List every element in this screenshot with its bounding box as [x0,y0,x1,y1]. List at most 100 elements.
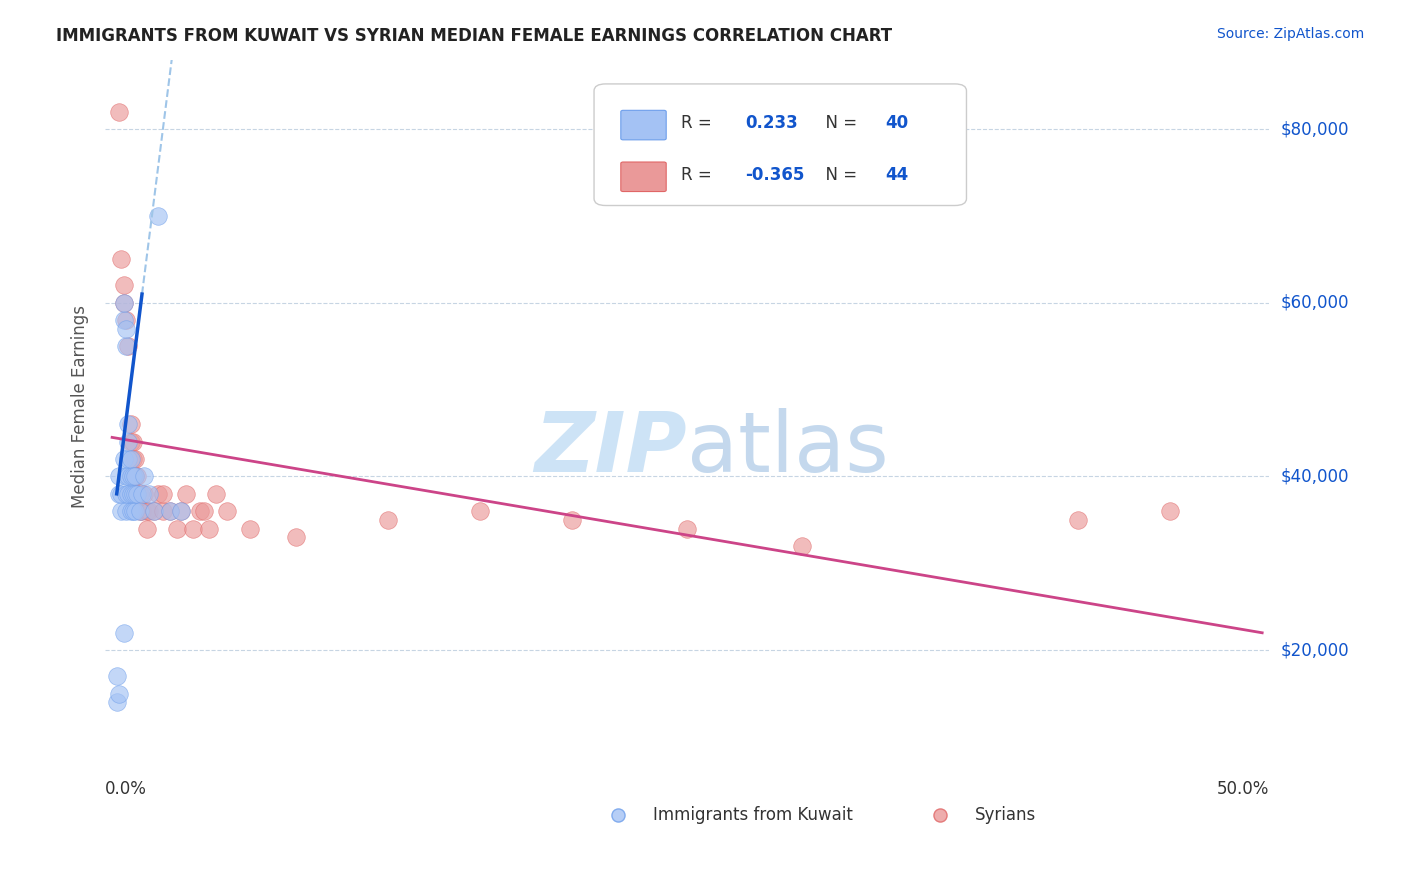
Point [115,469,138,483]
Point [117,434,139,449]
Point [124,469,146,483]
Point [174,487,197,501]
Point [112,295,135,310]
Point [134,469,156,483]
Point [138,487,160,501]
Point [117,417,139,432]
Text: Immigrants from Kuwait: Immigrants from Kuwait [652,806,852,824]
Point [121,504,143,518]
Point [152,487,174,501]
Y-axis label: Median Female Earnings: Median Female Earnings [72,305,89,508]
Point [561,513,583,527]
Point [112,452,135,467]
Point [124,469,146,483]
Text: $80,000: $80,000 [1281,120,1348,138]
Point [124,452,146,467]
Point [170,504,193,518]
Point [181,522,204,536]
Point [108,104,131,119]
Point [110,252,132,267]
Point [120,434,142,449]
Point [377,513,399,527]
Point [127,469,149,483]
Point [792,539,814,553]
Point [131,487,153,501]
Text: R =: R = [682,114,717,132]
Point [120,417,142,432]
FancyBboxPatch shape [621,162,666,192]
Point [112,295,135,310]
Point [117,339,139,353]
Point [128,487,150,501]
Point [117,469,139,483]
Point [204,487,226,501]
Point [115,313,138,327]
Text: Syrians: Syrians [974,806,1036,824]
Point [170,504,193,518]
Point [105,669,128,683]
Text: 44: 44 [884,166,908,184]
Point [239,522,262,536]
Point [121,452,143,467]
Text: 50.0%: 50.0% [1216,780,1270,798]
Point [197,522,219,536]
Point [188,504,211,518]
Point [134,487,156,501]
Text: $40,000: $40,000 [1281,467,1348,485]
Text: Source: ZipAtlas.com: Source: ZipAtlas.com [1216,27,1364,41]
Point [112,278,135,293]
Point [676,522,699,536]
Point [607,808,630,822]
FancyBboxPatch shape [621,111,666,140]
Point [105,695,128,709]
Point [120,452,142,467]
Point [124,504,146,518]
Point [108,687,131,701]
Point [121,487,143,501]
Text: 0.0%: 0.0% [105,780,148,798]
Point [1067,513,1090,527]
Point [131,504,153,518]
Text: $60,000: $60,000 [1281,293,1348,312]
Point [110,504,132,518]
Point [121,469,143,483]
Text: IMMIGRANTS FROM KUWAIT VS SYRIAN MEDIAN FEMALE EARNINGS CORRELATION CHART: IMMIGRANTS FROM KUWAIT VS SYRIAN MEDIAN … [56,27,893,45]
Text: N =: N = [815,114,862,132]
Text: 40: 40 [884,114,908,132]
Text: ZIP: ZIP [534,409,688,489]
Point [120,504,142,518]
Point [127,487,149,501]
Point [127,487,149,501]
Point [128,504,150,518]
Point [138,504,160,518]
Point [128,504,150,518]
Point [193,504,215,518]
Point [108,487,131,501]
Point [929,808,952,822]
Point [1159,504,1181,518]
Point [120,487,142,501]
Text: N =: N = [815,166,862,184]
Text: R =: R = [682,166,717,184]
Text: 0.233: 0.233 [745,114,799,132]
Point [124,487,146,501]
Point [115,504,138,518]
Point [159,504,181,518]
Point [115,322,138,336]
Point [468,504,491,518]
Point [117,452,139,467]
Point [112,625,135,640]
Point [166,522,188,536]
Point [146,487,169,501]
Point [115,487,138,501]
Point [120,469,142,483]
Point [108,469,131,483]
Text: atlas: atlas [688,409,889,489]
Point [217,504,239,518]
Point [285,530,308,544]
FancyBboxPatch shape [595,84,966,205]
Point [152,504,174,518]
Text: -0.365: -0.365 [745,166,804,184]
Point [135,522,157,536]
Point [110,487,132,501]
